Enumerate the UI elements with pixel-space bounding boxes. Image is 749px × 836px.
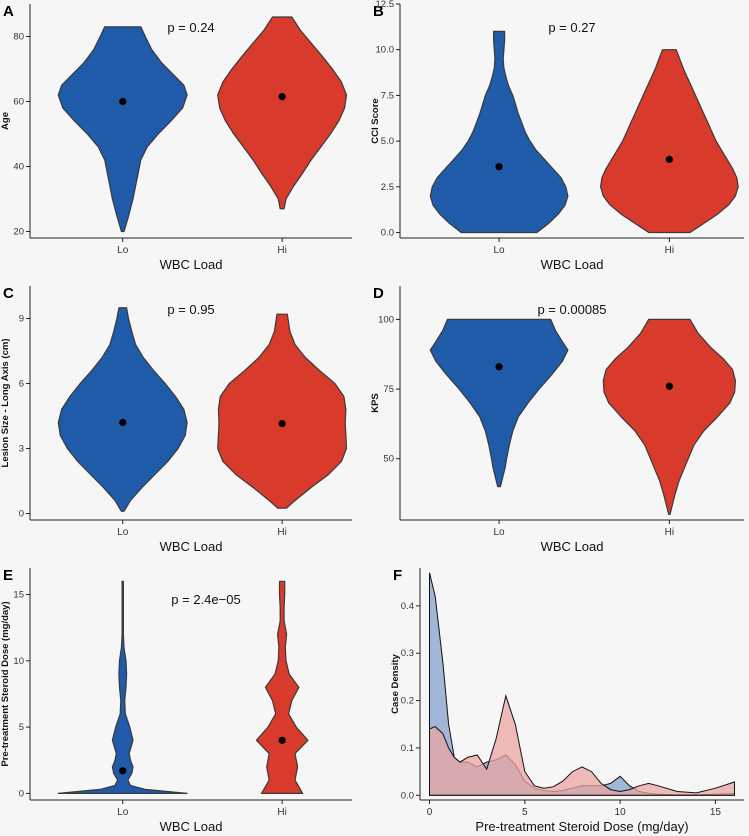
x-tick-label: Lo xyxy=(117,527,129,538)
y-tick-label: 6 xyxy=(19,379,24,390)
mean-point-lo xyxy=(495,363,503,371)
panel-d: D 50 75 100 KPS WBC Load Lo Hi p = 0.00085 xyxy=(370,285,744,554)
y-tick-label: 7.5 xyxy=(381,90,394,101)
panel-b: B 0.0 2.5 5.0 7.5 10.0 12.5 CCI Score WBC Load Lo… xyxy=(370,0,744,272)
x-tick-label: Hi xyxy=(277,245,286,256)
x-axis-title: WBC Load xyxy=(160,819,223,834)
panel-letter: C xyxy=(3,285,14,302)
x-tick-label: Hi xyxy=(277,527,286,538)
x-axis-title: WBC Load xyxy=(160,257,223,272)
y-axis-title: KPS xyxy=(370,393,381,413)
mean-point-hi xyxy=(665,382,673,390)
y-tick-label: 100 xyxy=(378,314,394,325)
density-area-hi xyxy=(429,693,735,796)
violin-lo xyxy=(57,26,188,233)
panel-letter: F xyxy=(393,567,402,584)
y-tick-label: 0 xyxy=(19,509,24,520)
panel-c: C 0 3 6 9 Lesion Size - Long Axis (cm) WBC Loa… xyxy=(0,285,352,554)
x-tick-label: 5 xyxy=(522,807,528,818)
y-axis-title: CCI Score xyxy=(370,98,381,143)
x-axis-title: Pre-treatment Steroid Dose (mg/day) xyxy=(475,819,688,834)
y-tick-label: 10 xyxy=(13,656,24,667)
p-value-label: p = 0.24 xyxy=(167,20,214,35)
mean-point-hi xyxy=(665,155,673,163)
x-axis-title: WBC Load xyxy=(541,257,604,272)
panel-f: F 0.0 0.1 0.2 0.3 0.4 Case Density Pre-treatmen… xyxy=(390,567,744,834)
mean-point-hi xyxy=(278,93,286,101)
mean-point-hi xyxy=(278,736,286,744)
y-axis-title: Age xyxy=(0,112,11,130)
x-axis-title: WBC Load xyxy=(160,539,223,554)
violin-hi xyxy=(255,580,309,794)
mean-point-hi xyxy=(278,419,286,428)
y-tick-label: 0 xyxy=(19,788,24,799)
x-tick-label: Hi xyxy=(277,807,286,818)
y-tick-label: 15 xyxy=(13,590,24,601)
panel-letter: B xyxy=(373,3,384,20)
y-axis-title: Pre-treatment Steroid Dose (mg/day) xyxy=(0,601,11,766)
p-value-label: p = 2.4e−05 xyxy=(171,592,240,607)
y-axis-title: Lesion Size - Long Axis (cm) xyxy=(0,339,11,468)
y-tick-label: 0.2 xyxy=(401,696,414,707)
y-tick-label: 50 xyxy=(383,454,394,465)
y-tick-label: 20 xyxy=(13,227,24,238)
x-tick-label: Lo xyxy=(494,527,506,538)
y-tick-label: 5 xyxy=(19,722,24,733)
violin-lo xyxy=(57,580,188,794)
violin-lo xyxy=(57,307,188,512)
violin-hi xyxy=(217,16,348,210)
violin-hi xyxy=(602,318,736,516)
y-tick-label: 12.5 xyxy=(376,0,395,10)
x-tick-label: 15 xyxy=(710,807,722,818)
x-tick-label: Lo xyxy=(117,807,129,818)
x-tick-label: Lo xyxy=(494,245,506,256)
x-tick-label: Hi xyxy=(665,527,674,538)
y-tick-label: 0.4 xyxy=(401,601,414,612)
y-tick-label: 0.3 xyxy=(401,648,414,659)
p-value-label: p = 0.27 xyxy=(548,20,595,35)
violin-lo xyxy=(429,30,569,234)
panel-letter: A xyxy=(3,3,14,20)
violin-hi xyxy=(217,313,348,509)
x-tick-label: 10 xyxy=(615,807,627,818)
y-tick-label: 40 xyxy=(13,162,24,173)
mean-point-lo xyxy=(119,767,127,775)
violin-lo xyxy=(429,318,569,488)
mean-point-lo xyxy=(119,418,127,427)
mean-point-lo xyxy=(495,163,503,171)
x-axis-title: WBC Load xyxy=(541,539,604,554)
violin-hi xyxy=(600,49,739,234)
y-tick-label: 0.1 xyxy=(401,743,414,754)
y-tick-label: 5.0 xyxy=(381,136,394,147)
y-tick-label: 2.5 xyxy=(381,182,394,193)
y-tick-label: 0.0 xyxy=(401,790,414,801)
x-tick-label: 0 xyxy=(427,807,433,818)
p-value-label: p = 0.00085 xyxy=(537,302,606,317)
mean-point-lo xyxy=(119,97,127,106)
panel-letter: D xyxy=(373,285,384,302)
y-axis-title: Case Density xyxy=(390,653,401,713)
y-tick-label: 60 xyxy=(13,97,24,108)
y-tick-label: 9 xyxy=(19,314,24,325)
y-tick-label: 80 xyxy=(13,32,24,43)
y-tick-label: 10.0 xyxy=(376,45,395,56)
panel-letter: E xyxy=(3,567,13,584)
y-tick-label: 75 xyxy=(383,384,394,395)
y-tick-label: 0.0 xyxy=(381,228,394,239)
p-value-label: p = 0.95 xyxy=(167,302,214,317)
y-tick-label: 3 xyxy=(19,444,24,455)
x-tick-label: Hi xyxy=(665,245,674,256)
x-tick-label: Lo xyxy=(117,245,129,256)
panel-a: A 20 40 60 80 Age WBC Load Lo Hi p = 0.24 xyxy=(0,3,352,272)
